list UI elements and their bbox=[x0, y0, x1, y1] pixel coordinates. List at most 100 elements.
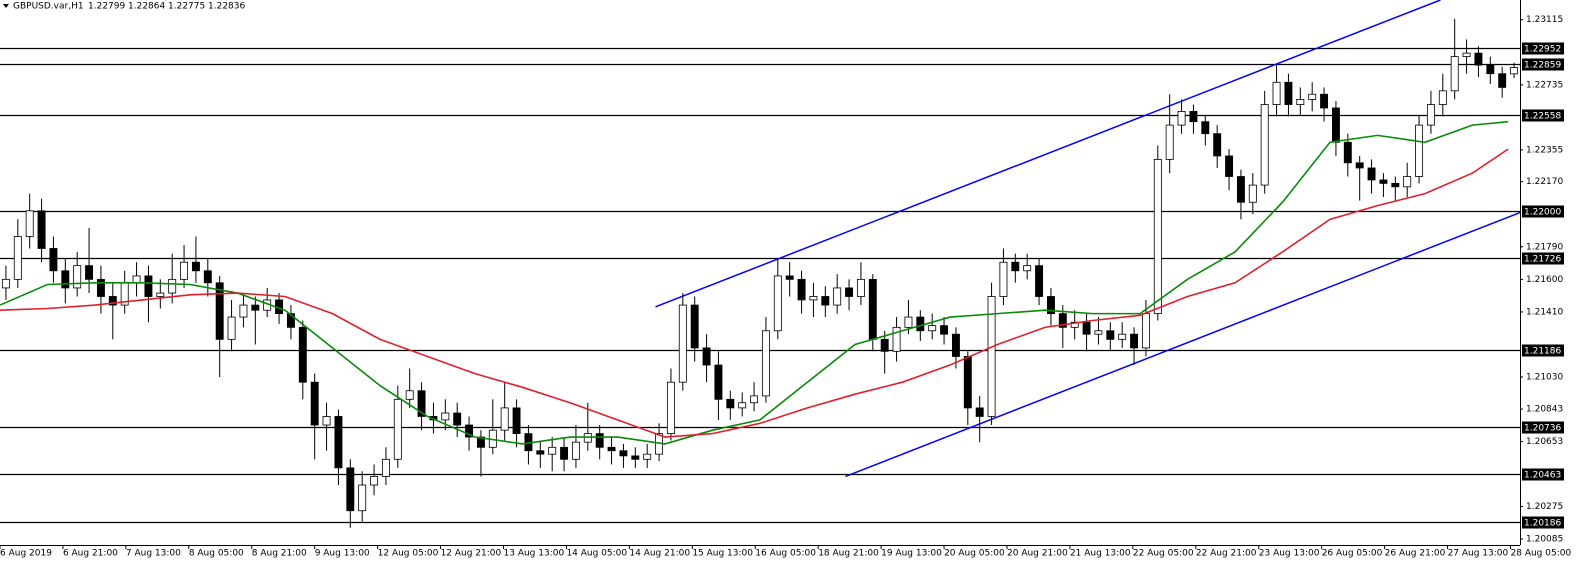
x-tick-label: 22 Aug 21:00 bbox=[1196, 549, 1257, 559]
candle-body bbox=[916, 316, 925, 332]
candle-body bbox=[334, 416, 343, 469]
y-tick-label: 1.20653 bbox=[1526, 437, 1563, 447]
header-arrow bbox=[3, 4, 9, 8]
level-label-box bbox=[1522, 344, 1564, 357]
y-tick-label: 1.23115 bbox=[1526, 15, 1563, 25]
candle-body bbox=[61, 270, 70, 289]
candle-body bbox=[1165, 124, 1174, 160]
level-label-box bbox=[1522, 58, 1564, 71]
x-tick-label: 20 Aug 21:00 bbox=[1007, 549, 1068, 559]
candle-body bbox=[560, 446, 569, 460]
x-tick-label: 26 Aug 05:00 bbox=[1322, 549, 1383, 559]
candle-body bbox=[738, 402, 747, 409]
candle-body bbox=[951, 333, 960, 357]
candle-body bbox=[1415, 124, 1424, 177]
candle-body bbox=[833, 287, 842, 306]
candle-body bbox=[215, 282, 224, 340]
candle-body bbox=[975, 407, 984, 417]
level-label-box bbox=[1522, 252, 1564, 265]
candle-body bbox=[453, 412, 462, 426]
header-value: 1.22799 bbox=[88, 2, 125, 12]
x-tick-label: 6 Aug 2019 bbox=[0, 549, 52, 559]
y-tick-label: 1.21030 bbox=[1526, 373, 1563, 383]
candle-body bbox=[239, 304, 248, 318]
candle-body bbox=[417, 390, 426, 417]
candle-body bbox=[1248, 184, 1257, 203]
y-tick-label: 1.20085 bbox=[1526, 535, 1563, 545]
candle-body bbox=[96, 278, 105, 297]
level-label: 1.20186 bbox=[1524, 519, 1561, 529]
x-tick-label: 14 Aug 21:00 bbox=[629, 549, 690, 559]
level-label: 1.21726 bbox=[1524, 255, 1561, 265]
candle-body bbox=[85, 265, 94, 280]
candle-body bbox=[1438, 90, 1447, 105]
candle-body bbox=[512, 407, 521, 435]
x-tick-label: 22 Aug 05:00 bbox=[1133, 549, 1194, 559]
x-tick-label: 12 Aug 21:00 bbox=[441, 549, 502, 559]
candle-body bbox=[1486, 64, 1495, 75]
moving-average bbox=[0, 120, 1509, 445]
candle-body bbox=[750, 395, 759, 404]
candle-body bbox=[500, 407, 509, 431]
candle-body bbox=[168, 278, 177, 294]
candle-body bbox=[726, 398, 735, 409]
x-tick-label: 28 Aug 05:00 bbox=[1511, 549, 1572, 559]
candle-body bbox=[108, 296, 117, 306]
candle-body bbox=[191, 261, 200, 272]
candle-body bbox=[1260, 104, 1269, 186]
level-label: 1.20736 bbox=[1524, 424, 1561, 434]
candle-body bbox=[310, 381, 319, 426]
candle-body bbox=[536, 450, 545, 455]
trendline bbox=[845, 211, 1521, 478]
candle-body bbox=[144, 275, 153, 297]
candle-body bbox=[1474, 52, 1483, 66]
candle-body bbox=[856, 278, 865, 297]
y-tick-label: 1.21600 bbox=[1526, 275, 1563, 285]
candle-body bbox=[441, 412, 450, 421]
x-tick-label: 13 Aug 13:00 bbox=[504, 549, 565, 559]
candle-body bbox=[1189, 110, 1198, 123]
candle-body bbox=[1023, 265, 1032, 272]
candle-body bbox=[1118, 333, 1127, 340]
x-tick-label: 12 Aug 05:00 bbox=[378, 549, 439, 559]
candle-body bbox=[1272, 81, 1281, 105]
candle-body bbox=[1498, 73, 1507, 88]
x-tick-label: 7 Aug 13:00 bbox=[126, 549, 181, 559]
x-tick-label: 16 Aug 05:00 bbox=[755, 549, 816, 559]
level-label: 1.22558 bbox=[1524, 112, 1561, 122]
x-tick-label: 6 Aug 21:00 bbox=[63, 549, 118, 559]
candle-body bbox=[1296, 99, 1305, 105]
candle-body bbox=[1213, 133, 1222, 157]
level-label: 1.20463 bbox=[1524, 471, 1561, 481]
candle-body bbox=[132, 275, 141, 284]
candle-body bbox=[1058, 313, 1067, 328]
level-label-box bbox=[1522, 205, 1564, 218]
candle-body bbox=[1236, 176, 1245, 203]
candle-body bbox=[1320, 93, 1329, 109]
candle-body bbox=[405, 390, 414, 400]
candle-body bbox=[251, 304, 260, 311]
level-label-box bbox=[1522, 468, 1564, 481]
candle-body bbox=[678, 304, 687, 383]
candle-body bbox=[1379, 179, 1388, 184]
candle-body bbox=[963, 356, 972, 409]
candle-body bbox=[1462, 52, 1471, 57]
candle-body bbox=[476, 436, 485, 448]
candle-body bbox=[619, 450, 628, 457]
level-label-box bbox=[1522, 109, 1564, 122]
candle-body bbox=[1082, 321, 1091, 335]
candle-body bbox=[358, 484, 367, 512]
candle-body bbox=[1, 278, 10, 289]
y-tick-label: 1.20275 bbox=[1526, 502, 1563, 512]
candle-body bbox=[1070, 321, 1079, 328]
candle-body bbox=[1177, 110, 1186, 126]
candle-body bbox=[37, 210, 46, 249]
x-tick-label: 18 Aug 21:00 bbox=[818, 549, 879, 559]
candle-body bbox=[631, 455, 640, 460]
candle-body bbox=[286, 313, 295, 328]
candle-body bbox=[928, 325, 937, 332]
candle-body bbox=[381, 458, 390, 477]
candle-body bbox=[156, 292, 165, 297]
x-tick-label: 9 Aug 13:00 bbox=[315, 549, 370, 559]
